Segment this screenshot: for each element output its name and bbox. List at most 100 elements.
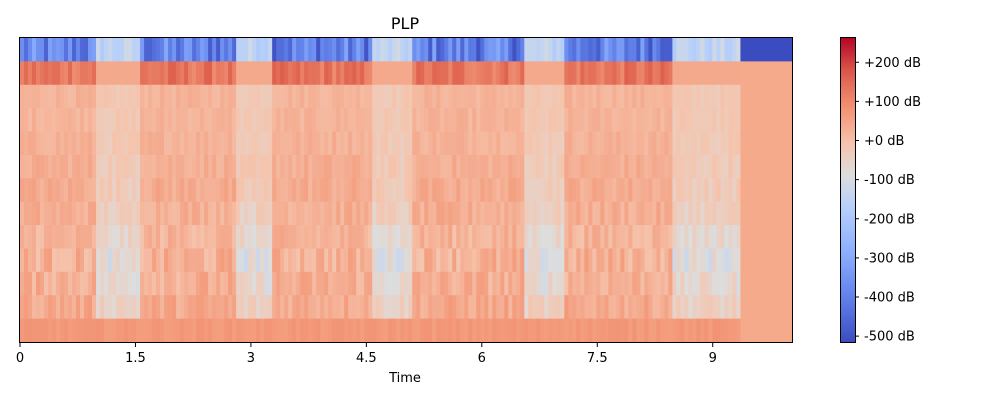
heatmap-cell bbox=[436, 84, 441, 109]
heatmap-cell bbox=[484, 295, 489, 320]
heatmap-cell bbox=[336, 248, 341, 273]
heatmap-cell bbox=[292, 131, 297, 156]
heatmap-cell bbox=[44, 108, 49, 132]
heatmap-cell bbox=[124, 295, 129, 320]
heatmap-cell bbox=[224, 271, 229, 296]
heatmap-cell bbox=[580, 154, 585, 179]
heatmap-cell bbox=[616, 61, 621, 86]
heatmap-cell bbox=[428, 318, 433, 343]
heatmap-cell bbox=[580, 61, 585, 86]
heatmap-cell bbox=[508, 108, 513, 132]
heatmap-cell bbox=[356, 318, 361, 343]
heatmap-cell bbox=[604, 154, 609, 179]
heatmap-cell bbox=[168, 84, 173, 109]
heatmap-cell bbox=[392, 271, 397, 296]
heatmap-cell bbox=[104, 248, 109, 273]
heatmap-cell bbox=[628, 38, 633, 62]
heatmap-cell bbox=[344, 248, 349, 273]
heatmap-cell bbox=[596, 61, 601, 86]
heatmap-cell bbox=[148, 225, 153, 249]
heatmap-cell bbox=[308, 271, 313, 296]
heatmap-cell bbox=[52, 248, 57, 273]
heatmap-cell bbox=[256, 154, 261, 179]
heatmap-cell bbox=[596, 38, 601, 62]
heatmap-cell bbox=[264, 154, 269, 179]
heatmap-cell bbox=[500, 61, 505, 86]
heatmap-cell bbox=[400, 318, 405, 343]
heatmap-cell bbox=[344, 201, 349, 226]
heatmap-cell bbox=[348, 38, 353, 62]
heatmap-cell bbox=[652, 318, 657, 343]
heatmap-cell bbox=[232, 178, 237, 203]
heatmap-cell bbox=[72, 178, 77, 203]
heatmap-cell bbox=[432, 178, 437, 203]
heatmap-cell bbox=[552, 271, 557, 296]
heatmap-cell bbox=[112, 154, 117, 179]
heatmap-cell bbox=[232, 84, 237, 109]
heatmap-cell bbox=[200, 318, 205, 343]
heatmap-cell bbox=[132, 61, 137, 86]
heatmap-cell bbox=[424, 178, 429, 203]
heatmap-cell bbox=[696, 108, 701, 132]
heatmap-cell bbox=[212, 271, 217, 296]
heatmap-cell bbox=[108, 178, 113, 203]
heatmap-cell bbox=[320, 271, 325, 296]
heatmap-cell bbox=[168, 201, 173, 226]
heatmap-cell bbox=[280, 108, 285, 132]
heatmap-cell bbox=[388, 201, 393, 226]
heatmap-cell bbox=[480, 271, 485, 296]
heatmap-cell bbox=[680, 131, 685, 156]
heatmap-cell bbox=[256, 248, 261, 273]
heatmap-cell bbox=[368, 178, 373, 203]
heatmap-cell bbox=[368, 84, 373, 109]
heatmap-cell bbox=[516, 271, 521, 296]
heatmap-cell bbox=[300, 271, 305, 296]
heatmap-cell bbox=[448, 201, 453, 226]
heatmap-cell bbox=[308, 225, 313, 249]
heatmap-cell bbox=[372, 61, 377, 86]
heatmap-cell bbox=[180, 61, 185, 86]
heatmap-cell bbox=[652, 201, 657, 226]
heatmap-cell bbox=[40, 61, 45, 86]
heatmap-cell bbox=[604, 248, 609, 273]
heatmap-cell bbox=[236, 271, 241, 296]
heatmap-cell bbox=[260, 84, 265, 109]
heatmap-cell bbox=[248, 295, 253, 320]
heatmap-cell bbox=[208, 295, 213, 320]
heatmap-cell bbox=[700, 38, 705, 62]
heatmap-cell bbox=[544, 178, 549, 203]
heatmap-cell bbox=[524, 178, 529, 203]
heatmap-cell bbox=[316, 108, 321, 132]
heatmap-cell bbox=[700, 225, 705, 249]
heatmap-cell bbox=[128, 38, 133, 62]
heatmap-cell bbox=[196, 178, 201, 203]
heatmap-cell bbox=[252, 154, 257, 179]
heatmap-cell bbox=[640, 108, 645, 132]
heatmap-cell bbox=[140, 131, 145, 156]
heatmap-cell bbox=[340, 108, 345, 132]
heatmap-cell bbox=[660, 61, 665, 86]
heatmap-cell bbox=[500, 248, 505, 273]
heatmap-cell bbox=[88, 154, 93, 179]
heatmap-cell bbox=[656, 61, 661, 86]
heatmap-cell bbox=[396, 248, 401, 273]
heatmap-cell bbox=[712, 318, 717, 343]
heatmap-cell bbox=[492, 38, 497, 62]
heatmap-cell bbox=[68, 108, 73, 132]
heatmap-cell bbox=[472, 271, 477, 296]
heatmap-cell bbox=[700, 61, 705, 86]
heatmap-cell bbox=[68, 131, 73, 156]
heatmap-cell bbox=[700, 318, 705, 343]
heatmap-cell bbox=[404, 225, 409, 249]
heatmap-cell bbox=[732, 271, 737, 296]
heatmap-cell bbox=[232, 201, 237, 226]
heatmap-cell bbox=[212, 154, 217, 179]
heatmap-cell bbox=[64, 225, 69, 249]
heatmap-cell bbox=[312, 154, 317, 179]
heatmap-cell bbox=[196, 84, 201, 109]
heatmap-cell bbox=[400, 295, 405, 320]
heatmap-cell bbox=[116, 154, 121, 179]
heatmap-cell bbox=[712, 248, 717, 273]
heatmap-cell bbox=[124, 108, 129, 132]
heatmap-cell bbox=[616, 108, 621, 132]
